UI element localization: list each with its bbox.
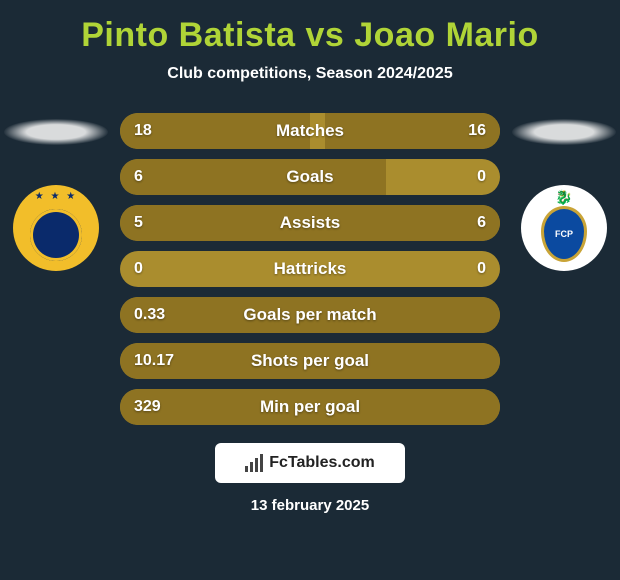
right-side: 🐉 FCP: [510, 113, 618, 271]
stat-row: 5Assists6: [120, 205, 500, 241]
stat-value-right: 6: [477, 214, 486, 232]
stat-label: Goals per match: [120, 305, 500, 325]
ball-icon: [30, 209, 82, 261]
fctables-logo: FcTables.com: [215, 443, 405, 483]
stats-column: 18Matches166Goals05Assists60Hattricks00.…: [120, 113, 500, 425]
stat-row: 6Goals0: [120, 159, 500, 195]
player-shadow-right: [512, 119, 616, 145]
player-shadow-left: [4, 119, 108, 145]
stat-row: 329Min per goal: [120, 389, 500, 425]
chart-icon: [245, 454, 263, 472]
stat-label: Shots per goal: [120, 351, 500, 371]
page-title: Pinto Batista vs Joao Mario: [0, 16, 620, 55]
stat-row: 0Hattricks0: [120, 251, 500, 287]
content-row: ★ ★ ★ 18Matches166Goals05Assists60Hattri…: [0, 113, 620, 425]
stat-row: 18Matches16: [120, 113, 500, 149]
stat-value-right: 0: [477, 168, 486, 186]
dragon-icon: 🐉: [555, 189, 572, 206]
porto-shield-text: FCP: [555, 229, 573, 239]
subtitle: Club competitions, Season 2024/2025: [0, 65, 620, 83]
stat-value-right: 16: [468, 122, 486, 140]
club-logo-maccabi: ★ ★ ★: [13, 185, 99, 271]
stat-row: 10.17Shots per goal: [120, 343, 500, 379]
stat-label: Assists: [120, 213, 500, 233]
shield-icon: FCP: [541, 206, 587, 262]
comparison-card: Pinto Batista vs Joao Mario Club competi…: [0, 0, 620, 580]
stat-value-right: 0: [477, 260, 486, 278]
footer-logo-text: FcTables.com: [269, 454, 375, 472]
stat-label: Min per goal: [120, 397, 500, 417]
stat-label: Goals: [120, 167, 500, 187]
footer-date: 13 february 2025: [0, 497, 620, 514]
stat-label: Matches: [120, 121, 500, 141]
stat-label: Hattricks: [120, 259, 500, 279]
star-icon: ★ ★ ★: [35, 191, 77, 202]
club-logo-porto: 🐉 FCP: [521, 185, 607, 271]
left-side: ★ ★ ★: [2, 113, 110, 271]
stat-row: 0.33Goals per match: [120, 297, 500, 333]
